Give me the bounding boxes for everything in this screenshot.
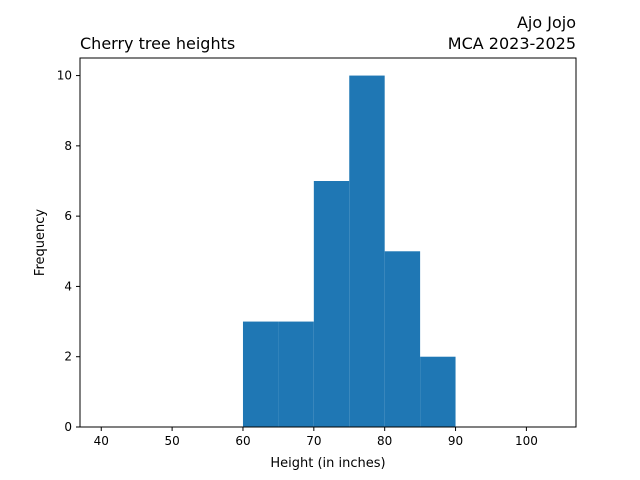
x-tick-label: 60	[235, 434, 250, 448]
histogram-bar-80-85	[384, 251, 421, 427]
x-tick-label: 100	[515, 434, 538, 448]
x-axis-label: Height (in inches)	[270, 456, 385, 471]
x-tick-label: 70	[306, 434, 321, 448]
chart-title: Cherry tree heights	[80, 34, 236, 53]
y-tick-label: 6	[64, 209, 72, 223]
y-tick-label: 0	[64, 420, 72, 434]
histogram-bar-65-70	[278, 321, 314, 427]
y-tick-label: 4	[64, 279, 72, 293]
x-tick-label: 80	[377, 434, 392, 448]
x-tick-label: 40	[94, 434, 109, 448]
bars-group	[242, 75, 456, 428]
x-tick-label: 50	[164, 434, 179, 448]
histogram-bar-85-90	[420, 356, 456, 427]
y-axis-ticks: 0 2 4 6 8 10	[57, 69, 80, 434]
histogram-bar-75-80	[349, 75, 385, 428]
x-axis-ticks: 40 50 60 70 80 90 100	[94, 427, 538, 448]
histogram-bar-70-75	[313, 181, 350, 427]
author-name: Ajo Jojo	[516, 13, 576, 32]
chart-title-right: Ajo Jojo MCA 2023-2025	[448, 12, 576, 54]
course-label: MCA 2023-2025	[447, 34, 576, 53]
y-tick-label: 10	[57, 69, 72, 83]
histogram-bar-60-65	[242, 321, 279, 427]
y-tick-label: 8	[64, 139, 72, 153]
x-tick-label: 90	[448, 434, 463, 448]
y-axis-label: Frequency	[33, 209, 48, 276]
plot-frame	[79, 57, 577, 428]
y-tick-label: 2	[64, 350, 72, 364]
